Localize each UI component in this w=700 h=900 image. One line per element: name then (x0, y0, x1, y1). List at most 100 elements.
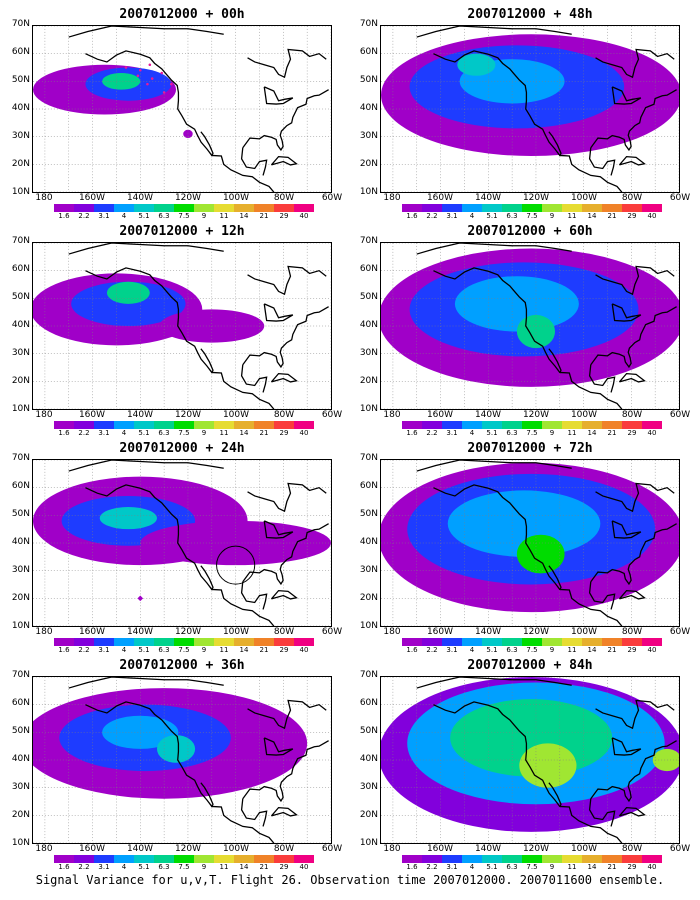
colorbar-label: 5.1 (486, 212, 498, 220)
lon-tick-label: 180 (383, 844, 401, 854)
lat-tick-label: 60N (11, 481, 30, 491)
colorbar-label: 4 (121, 212, 127, 220)
colorbar-label: 21 (259, 863, 269, 871)
colorbar-swatch (542, 638, 562, 646)
colorbar-swatch (214, 638, 234, 646)
colorbar-label: 3.1 (446, 212, 458, 220)
colorbar-label: 40 (647, 646, 657, 654)
colorbar-swatch (74, 855, 94, 863)
colorbar-label: 11 (567, 212, 577, 220)
colorbar-label: 7.5 (178, 429, 190, 437)
lat-tick-label: 40N (11, 754, 30, 764)
variance-region (519, 743, 577, 788)
colorbar-label: 29 (279, 429, 289, 437)
colorbar-label: 11 (567, 863, 577, 871)
colorbar-swatch (642, 855, 662, 863)
lon-tick-label: 80W (621, 627, 643, 637)
colorbar-label: 5.1 (486, 646, 498, 654)
colorbar-label: 21 (607, 646, 617, 654)
colorbar (54, 855, 314, 863)
colorbar-label: 3.1 (98, 863, 110, 871)
colorbar-label: 21 (607, 429, 617, 437)
colorbar-swatch (442, 855, 462, 863)
colorbar-label: 9 (201, 863, 207, 871)
colorbar-label: 1.6 (58, 429, 70, 437)
map-panel: 2007012000 + 60h 10N 20N 30N 40N 50N 60N 70N 180… (360, 222, 690, 437)
variance-region (447, 490, 601, 557)
lon-tick-label: 180 (383, 627, 401, 637)
map-svg (33, 243, 331, 409)
lat-tick-label: 50N (359, 509, 378, 519)
colorbar-label: 11 (219, 212, 229, 220)
colorbar-swatch (114, 855, 134, 863)
lat-tick-label: 60N (11, 698, 30, 708)
map-panel: 2007012000 + 24h 10N 20N 30N 40N 50N 60N 70N 180… (12, 439, 342, 654)
lon-tick-label: 100W (570, 410, 598, 420)
lat-tick-label: 20N (359, 593, 378, 603)
colorbar-label: 6.3 (506, 646, 518, 654)
colorbar-swatch (154, 638, 174, 646)
lat-tick-label: 40N (11, 103, 30, 113)
lat-tick-label: 50N (11, 726, 30, 736)
colorbar-swatch (442, 421, 462, 429)
lon-tick-label: 120W (174, 627, 202, 637)
colorbar-label: 4 (469, 646, 475, 654)
colorbar (54, 204, 314, 212)
lat-tick-label: 10N (11, 404, 30, 414)
lon-tick-label: 60W (321, 627, 343, 637)
colorbar-swatch (622, 638, 642, 646)
lon-tick-label: 60W (321, 193, 343, 203)
colorbar-swatch (642, 421, 662, 429)
colorbar-swatch (154, 421, 174, 429)
colorbar-swatch (54, 855, 74, 863)
coastline (247, 48, 327, 79)
colorbar-label: 14 (587, 212, 597, 220)
lon-tick-label: 80W (273, 844, 295, 854)
coastline (242, 306, 329, 369)
colorbar-swatch (402, 204, 422, 212)
map-panel: 2007012000 + 84h 10N 20N 30N 40N 50N 60N 70N 180… (360, 656, 690, 871)
coastline (595, 48, 675, 79)
lat-tick-label: 40N (11, 320, 30, 330)
lat-tick-label: 60N (359, 264, 378, 274)
colorbar (402, 855, 662, 863)
colorbar-label: 21 (607, 212, 617, 220)
colorbar-swatch (562, 421, 582, 429)
lon-tick-label: 160W (426, 193, 454, 203)
variance-region (156, 735, 196, 763)
colorbar-swatch (502, 638, 522, 646)
colorbar-label: 29 (627, 863, 637, 871)
coastline (595, 265, 675, 296)
map-svg (381, 243, 679, 409)
coastline (548, 782, 562, 808)
coastline (595, 482, 675, 513)
lat-tick-label: 60N (359, 698, 378, 708)
lat-tick-label: 60N (359, 481, 378, 491)
observation-point (136, 74, 140, 78)
map-panel: 2007012000 + 12h 10N 20N 30N 40N 50N 60N 70N 180… (12, 222, 342, 437)
coastline (611, 737, 642, 756)
colorbar-label: 9 (201, 429, 207, 437)
colorbar-swatch (214, 855, 234, 863)
map-plot (32, 676, 332, 844)
colorbar-swatch (422, 638, 442, 646)
colorbar-label: 7.5 (526, 429, 538, 437)
lon-tick-label: 80W (273, 193, 295, 203)
colorbar-label: 21 (607, 863, 617, 871)
colorbar-label: 6.3 (158, 429, 170, 437)
colorbar-label: 7.5 (178, 646, 190, 654)
colorbar-swatch (582, 638, 602, 646)
colorbar-label: 9 (549, 212, 555, 220)
coastline (247, 265, 327, 296)
variance-region (71, 281, 186, 326)
colorbar-swatch (542, 855, 562, 863)
colorbar-swatch (602, 421, 622, 429)
coastline (590, 523, 677, 586)
panel-title: 2007012000 + 24h (119, 441, 245, 456)
map-svg (381, 26, 679, 192)
lon-tick-label: 80W (273, 410, 295, 420)
lat-tick-label: 60N (359, 47, 378, 57)
colorbar-swatch (134, 421, 154, 429)
colorbar-label: 6.3 (506, 212, 518, 220)
colorbar-label: 3.1 (446, 646, 458, 654)
